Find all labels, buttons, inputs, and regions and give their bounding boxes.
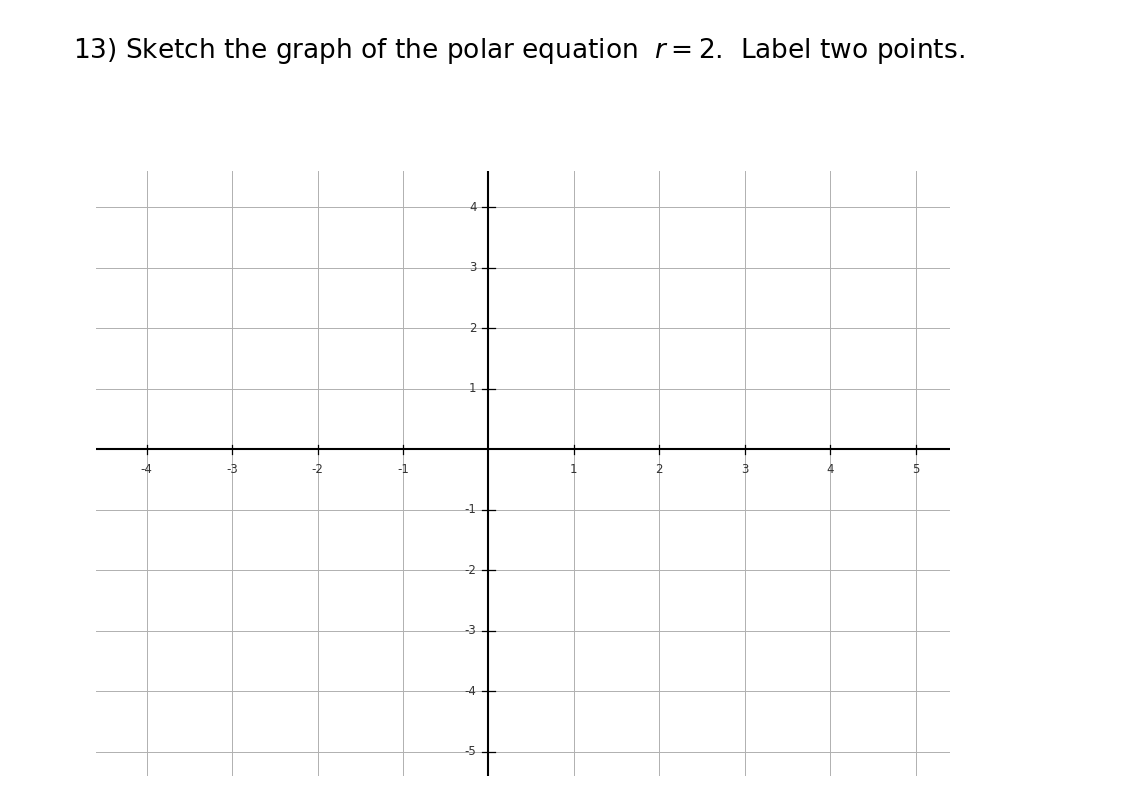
- Text: 13) Sketch the graph of the polar equation  $r = 2$.  Label two points.: 13) Sketch the graph of the polar equati…: [73, 36, 964, 66]
- Text: 1: 1: [570, 462, 578, 476]
- Text: -1: -1: [397, 462, 409, 476]
- Text: 2: 2: [655, 462, 663, 476]
- Text: -3: -3: [465, 624, 477, 638]
- Text: 4: 4: [469, 201, 477, 214]
- Text: -5: -5: [465, 745, 477, 759]
- Text: -2: -2: [464, 564, 477, 577]
- Text: 5: 5: [912, 462, 919, 476]
- Text: -4: -4: [464, 685, 477, 698]
- Text: -1: -1: [464, 503, 477, 517]
- Text: 1: 1: [469, 382, 477, 396]
- Text: 4: 4: [826, 462, 834, 476]
- Text: -3: -3: [226, 462, 238, 476]
- Text: 3: 3: [741, 462, 749, 476]
- Text: -4: -4: [140, 462, 153, 476]
- Text: 2: 2: [469, 322, 477, 335]
- Text: 3: 3: [469, 261, 477, 275]
- Text: -2: -2: [311, 462, 324, 476]
